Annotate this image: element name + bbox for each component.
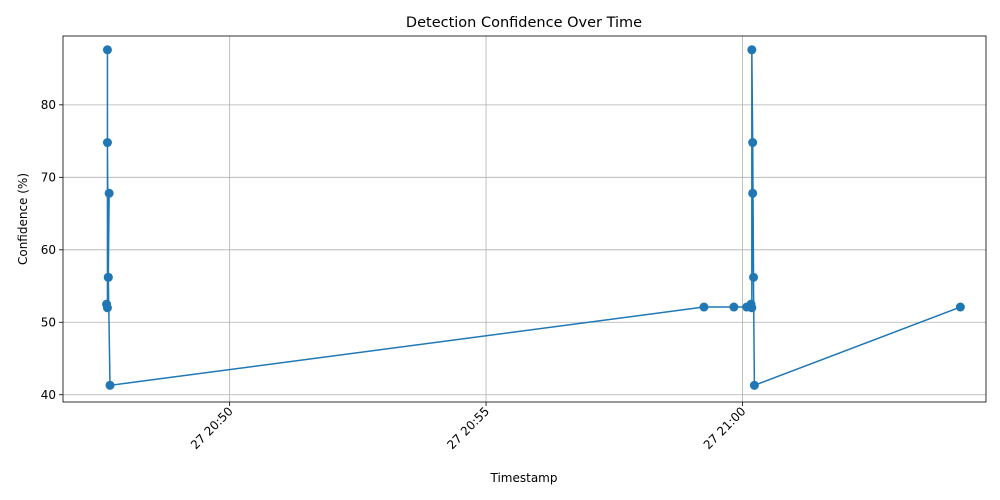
plot-frame <box>62 35 987 403</box>
data-point <box>955 302 965 312</box>
data-point <box>748 188 758 198</box>
data-point <box>103 272 113 282</box>
y-tick-label: 70 <box>41 170 56 184</box>
y-tick-label: 80 <box>41 98 56 112</box>
data-point <box>699 302 709 312</box>
data-point <box>729 302 739 312</box>
data-point <box>104 188 114 198</box>
grid-lines <box>63 36 986 402</box>
y-axis: 40 50 60 70 80 <box>41 98 63 402</box>
data-point <box>102 45 112 55</box>
y-axis-label: Confidence (%) <box>16 173 30 265</box>
y-tick-label: 50 <box>41 315 56 329</box>
data-point <box>105 380 115 390</box>
data-point <box>748 138 758 148</box>
y-tick-label: 60 <box>41 243 56 257</box>
y-tick-label: 40 <box>41 388 56 402</box>
data-point <box>102 138 112 148</box>
data-point <box>749 380 759 390</box>
chart-title: Detection Confidence Over Time <box>406 15 642 31</box>
data-point <box>102 303 112 313</box>
data-point <box>747 303 757 313</box>
data-point <box>747 45 757 55</box>
series-layer <box>102 45 965 390</box>
data-point <box>749 272 759 282</box>
x-axis-label: Timestamp <box>490 471 558 485</box>
